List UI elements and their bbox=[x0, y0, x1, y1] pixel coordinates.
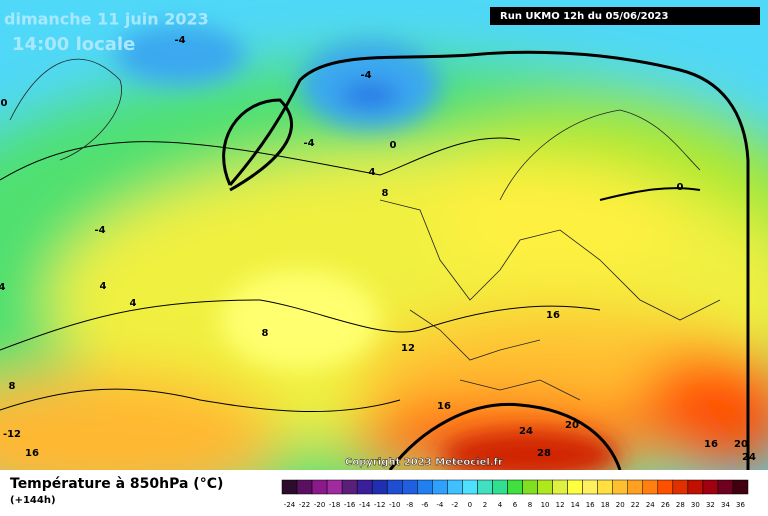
scale-label: 26 bbox=[661, 501, 670, 509]
contour-label: 16 bbox=[25, 448, 39, 459]
run-box bbox=[490, 7, 760, 25]
run: Run UKMO 12h du 05/06/2023 bbox=[500, 11, 669, 22]
scale-swatch bbox=[582, 479, 598, 495]
scale-label: 22 bbox=[631, 501, 640, 509]
scale-label: 0 bbox=[468, 501, 472, 509]
scale-swatch bbox=[612, 479, 628, 495]
scale-swatch bbox=[672, 479, 689, 495]
scale-label: 18 bbox=[601, 501, 610, 509]
scale-swatch bbox=[341, 479, 358, 495]
scale-label: -4 bbox=[436, 501, 444, 509]
scale-label: 34 bbox=[721, 501, 730, 509]
contour-label: -4 bbox=[174, 35, 185, 46]
scale-label: -2 bbox=[451, 501, 458, 509]
contour-label: 8 bbox=[262, 328, 269, 339]
contour-label: 20 bbox=[565, 420, 579, 431]
scale-swatch bbox=[702, 479, 719, 495]
contour-label: 16 bbox=[704, 439, 718, 450]
contour-label: 28 bbox=[537, 448, 551, 459]
contour-label: -4 bbox=[303, 138, 314, 149]
scale-swatch bbox=[537, 479, 553, 495]
contour-label: -12 bbox=[3, 429, 21, 440]
scale-swatch bbox=[732, 479, 749, 495]
scale-swatch bbox=[402, 479, 418, 495]
scale-label: 24 bbox=[646, 501, 655, 509]
scale-swatch bbox=[627, 479, 644, 495]
scale-label: 6 bbox=[513, 501, 518, 509]
contour-label: 24 bbox=[742, 452, 756, 463]
scale-swatch bbox=[657, 479, 674, 495]
contour-label: 24 bbox=[519, 426, 533, 437]
scale-swatch bbox=[296, 479, 313, 495]
scale-swatch bbox=[507, 479, 523, 495]
scale-label: -10 bbox=[389, 501, 400, 509]
scale-swatch bbox=[717, 479, 734, 495]
scale-swatch bbox=[477, 479, 493, 495]
scale-label: -24 bbox=[284, 501, 296, 509]
scale-label: 4 bbox=[498, 501, 503, 509]
date: dimanche 11 juin 2023 bbox=[4, 10, 209, 29]
contour-label: 4 bbox=[0, 282, 6, 293]
scale-label: -16 bbox=[344, 501, 356, 509]
scale-swatch bbox=[386, 479, 403, 495]
scale-swatch bbox=[432, 479, 448, 495]
scale-swatch bbox=[552, 479, 568, 495]
contour-label: 20 bbox=[734, 439, 748, 450]
contour-label: 16 bbox=[546, 310, 560, 321]
contour-label: 4 bbox=[100, 281, 107, 292]
scale-label: -6 bbox=[421, 501, 429, 509]
scale-swatch bbox=[642, 479, 659, 495]
scale-label: -18 bbox=[329, 501, 340, 509]
scale-swatch bbox=[567, 479, 583, 495]
contour-label: 0 bbox=[677, 182, 684, 193]
contour-label: 4 bbox=[369, 167, 376, 178]
scale-swatch bbox=[326, 479, 343, 495]
scale-swatch bbox=[687, 479, 704, 495]
time: 14:00 locale bbox=[12, 34, 135, 55]
scale-label: -8 bbox=[406, 501, 413, 509]
legend-title: Température à 850hPa (°C) bbox=[10, 476, 223, 492]
contour-label: 12 bbox=[401, 343, 415, 354]
scale-swatch bbox=[371, 479, 388, 495]
legend-subtitle: (+144h) bbox=[10, 495, 56, 506]
scale-label: 12 bbox=[556, 501, 565, 509]
scale-swatch bbox=[447, 479, 463, 495]
contour-label: -4 bbox=[94, 225, 105, 236]
scale-swatch bbox=[462, 479, 478, 495]
scale-label: 32 bbox=[706, 501, 715, 509]
scale-label: 20 bbox=[616, 501, 625, 509]
contour-label: 0 bbox=[390, 140, 397, 151]
scale-label: 30 bbox=[691, 501, 700, 509]
scale-swatch bbox=[417, 479, 433, 495]
scale-swatch bbox=[281, 479, 298, 495]
scale-label: 8 bbox=[528, 501, 532, 509]
contour-label: 0 bbox=[1, 98, 8, 109]
scale-swatch bbox=[522, 479, 538, 495]
scale-label: -12 bbox=[374, 501, 385, 509]
scale-label: 36 bbox=[736, 501, 745, 509]
scale-swatch bbox=[597, 479, 613, 495]
scale-label: 16 bbox=[586, 501, 595, 509]
contour-label: 4 bbox=[130, 298, 137, 309]
scale-label: 10 bbox=[541, 501, 550, 509]
scale-label: -20 bbox=[314, 501, 325, 509]
scale-label: -22 bbox=[299, 501, 310, 509]
scale-swatch bbox=[356, 479, 373, 495]
scale-label: 28 bbox=[676, 501, 685, 509]
scale-label: 2 bbox=[483, 501, 487, 509]
scale-swatch bbox=[492, 479, 508, 495]
scale-label: -14 bbox=[359, 501, 371, 509]
contour-label: 8 bbox=[382, 188, 389, 199]
scale-swatch bbox=[311, 479, 328, 495]
contour-label: 8 bbox=[9, 381, 16, 392]
copyright: Copyright 2023 Meteociel.fr bbox=[345, 457, 503, 468]
contour-label: -4 bbox=[360, 70, 371, 81]
scale-label: 14 bbox=[571, 501, 580, 509]
contour-label: 16 bbox=[437, 401, 451, 412]
